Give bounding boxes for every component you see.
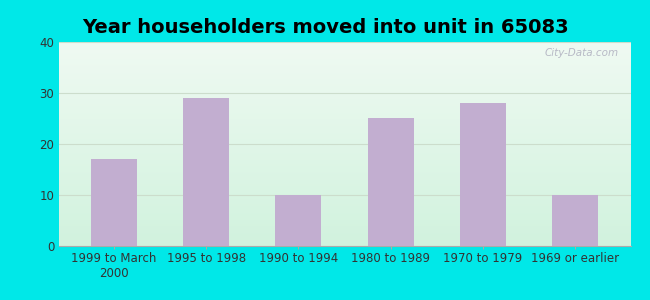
Text: Year householders moved into unit in 65083: Year householders moved into unit in 650… <box>82 18 568 37</box>
Bar <box>183 98 229 246</box>
Bar <box>367 118 413 246</box>
Text: City-Data.com: City-Data.com <box>545 48 619 58</box>
Bar <box>276 195 322 246</box>
Bar <box>460 103 506 246</box>
Bar <box>552 195 598 246</box>
Bar <box>91 159 137 246</box>
